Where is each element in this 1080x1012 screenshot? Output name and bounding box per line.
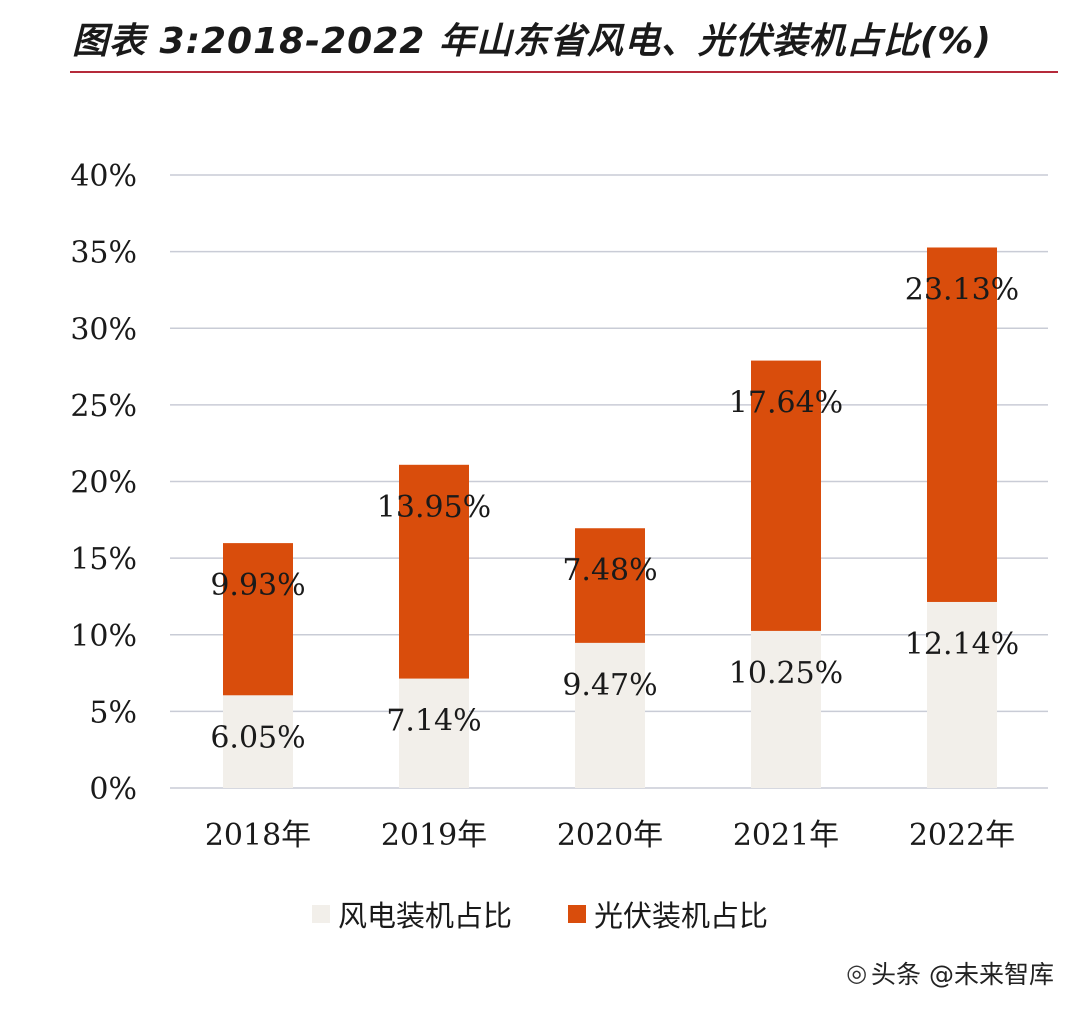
data-label-wind: 12.14% xyxy=(905,627,1019,662)
x-tick-label: 2019年 xyxy=(381,818,487,853)
x-tick-label: 2021年 xyxy=(733,818,839,853)
title-divider xyxy=(70,71,1058,73)
bar-wind xyxy=(223,695,293,788)
legend-item-wind: 风电装机占比 xyxy=(311,893,512,935)
y-tick-label: 0% xyxy=(89,772,137,807)
y-tick-label: 30% xyxy=(70,312,137,347)
data-label-solar: 17.64% xyxy=(729,386,843,421)
bar-wind xyxy=(927,601,997,788)
gridlines xyxy=(170,174,1048,789)
bar-solar xyxy=(223,543,293,696)
axis-labels: 0% 5% 10% 15% 20% 25% 30% 35% 40% 2018年 2019年 2020年… xyxy=(70,159,1015,853)
y-tick-label: 40% xyxy=(70,159,137,194)
y-tick-label: 20% xyxy=(70,466,137,501)
y-tick-label: 25% xyxy=(70,389,137,424)
legend-swatch-wind xyxy=(311,905,330,923)
bar-solar xyxy=(751,360,821,631)
bar-wind xyxy=(575,642,645,788)
data-label-wind: 7.14% xyxy=(386,704,481,739)
data-label-solar: 9.93% xyxy=(210,568,305,603)
bars xyxy=(223,247,997,788)
legend: 风电装机占比 光伏装机占比 xyxy=(0,893,1080,935)
y-tick-label: 35% xyxy=(70,236,137,271)
bar-wind xyxy=(751,630,821,788)
legend-label-solar: 光伏装机占比 xyxy=(594,899,769,933)
y-tick-label: 5% xyxy=(89,695,137,730)
x-tick-label: 2020年 xyxy=(557,818,663,853)
y-tick-label: 15% xyxy=(70,542,137,577)
legend-item-solar: 光伏装机占比 xyxy=(568,893,768,935)
watermark: ◎ 头条 @未来智库 xyxy=(846,955,1054,991)
bar-solar xyxy=(399,464,469,679)
stacked-bar-chart: 6.05% 9.93% 7.14% 13.95% 9.47% 7.48% 10.25% 17.… xyxy=(70,159,1048,853)
bar-solar xyxy=(575,528,645,643)
data-label-wind: 6.05% xyxy=(210,720,305,755)
x-tick-label: 2018年 xyxy=(205,818,311,853)
watermark-text: 头条 @未来智库 xyxy=(871,960,1054,989)
y-tick-label: 10% xyxy=(70,619,137,654)
data-label-solar: 13.95% xyxy=(377,490,491,525)
bar-solar xyxy=(927,247,997,602)
chart-title: 图表 3:2018-2022 年山东省风电、光伏装机占比(%) xyxy=(72,21,992,62)
x-tick-label: 2022年 xyxy=(909,818,1015,853)
legend-label-wind: 风电装机占比 xyxy=(337,899,512,933)
bar-wind xyxy=(399,678,469,788)
wechat-icon: ◎ xyxy=(846,959,868,987)
data-label-wind: 9.47% xyxy=(562,668,657,703)
data-labels: 6.05% 9.93% 7.14% 13.95% 9.47% 7.48% 10.25% 17.… xyxy=(210,272,1019,755)
data-label-wind: 10.25% xyxy=(729,656,843,691)
data-label-solar: 23.13% xyxy=(905,272,1019,307)
legend-swatch-solar xyxy=(568,905,586,923)
data-label-solar: 7.48% xyxy=(562,553,657,588)
